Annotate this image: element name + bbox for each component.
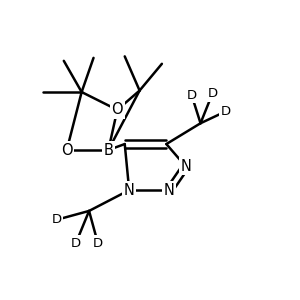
Text: N: N xyxy=(180,159,191,174)
Text: O: O xyxy=(112,102,123,117)
Text: D: D xyxy=(70,237,81,250)
Text: D: D xyxy=(207,87,218,100)
Text: O: O xyxy=(61,142,73,158)
Text: B: B xyxy=(103,142,113,158)
Text: N: N xyxy=(164,183,175,198)
Text: D: D xyxy=(51,213,62,226)
Text: D: D xyxy=(93,237,103,250)
Text: D: D xyxy=(221,105,231,118)
Text: D: D xyxy=(187,88,197,101)
Text: N: N xyxy=(124,183,135,198)
